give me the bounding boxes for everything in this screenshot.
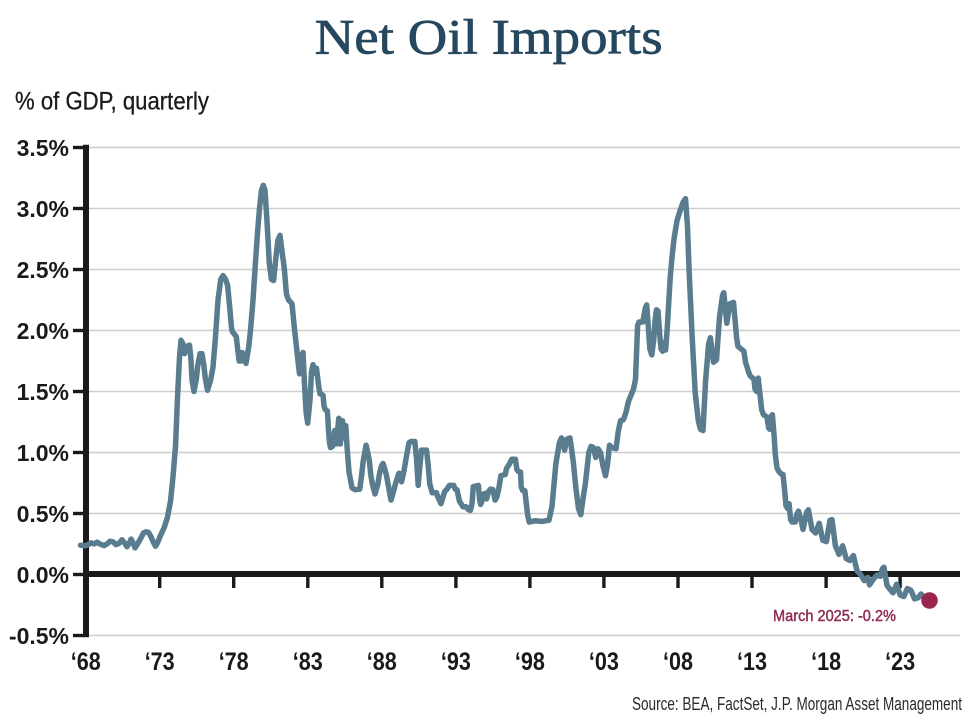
svg-text:‘23: ‘23 bbox=[885, 648, 915, 676]
svg-text:March 2025: -0.2%: March 2025: -0.2% bbox=[773, 608, 896, 625]
svg-text:‘73: ‘73 bbox=[145, 648, 175, 676]
svg-text:1.5%: 1.5% bbox=[17, 379, 69, 405]
svg-text:‘78: ‘78 bbox=[219, 648, 249, 676]
svg-text:2.0%: 2.0% bbox=[17, 318, 69, 344]
svg-text:0.0%: 0.0% bbox=[17, 562, 69, 588]
svg-text:3.5%: 3.5% bbox=[17, 135, 69, 161]
svg-text:Source: BEA, FactSet, J.P. Mor: Source: BEA, FactSet, J.P. Morgan Asset … bbox=[632, 694, 962, 714]
svg-text:3.0%: 3.0% bbox=[17, 196, 69, 222]
svg-text:‘98: ‘98 bbox=[515, 648, 545, 676]
svg-text:‘68: ‘68 bbox=[71, 648, 101, 676]
svg-text:‘93: ‘93 bbox=[441, 648, 471, 676]
svg-text:‘88: ‘88 bbox=[367, 648, 397, 676]
svg-text:1.0%: 1.0% bbox=[17, 440, 69, 466]
svg-text:‘13: ‘13 bbox=[737, 648, 767, 676]
svg-text:-0.5%: -0.5% bbox=[9, 623, 69, 649]
svg-text:0.5%: 0.5% bbox=[17, 501, 69, 527]
svg-text:‘83: ‘83 bbox=[293, 648, 323, 676]
svg-text:Net Oil Imports: Net Oil Imports bbox=[315, 9, 663, 65]
svg-text:2.5%: 2.5% bbox=[17, 257, 69, 283]
svg-text:‘18: ‘18 bbox=[811, 648, 841, 676]
svg-text:% of GDP, quarterly: % of GDP, quarterly bbox=[15, 88, 209, 116]
svg-text:‘08: ‘08 bbox=[663, 648, 693, 676]
svg-text:‘03: ‘03 bbox=[589, 648, 619, 676]
